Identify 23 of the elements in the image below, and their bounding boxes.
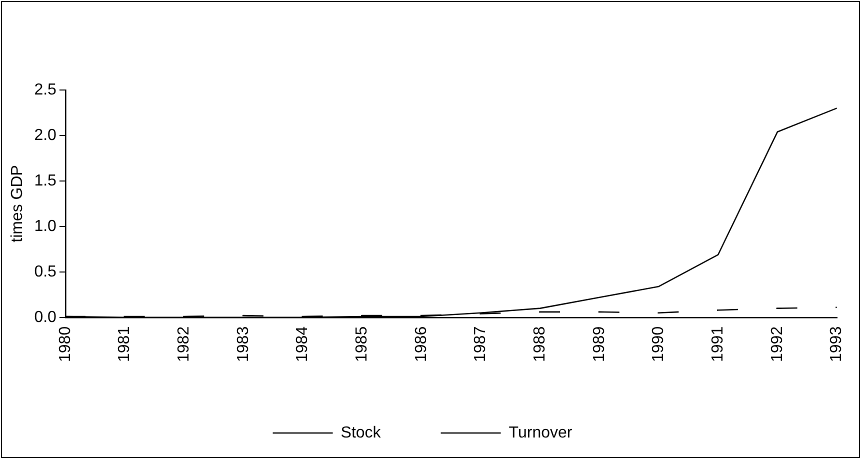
y-tick-label: 2.5 — [34, 81, 57, 98]
x-tick-label: 1989 — [590, 326, 608, 362]
y-tick-label: 0.5 — [34, 263, 57, 280]
x-tick-label: 1986 — [412, 326, 430, 362]
x-tick-label: 1984 — [294, 326, 312, 362]
x-tick-label: 1987 — [472, 326, 490, 362]
x-tick-label: 1985 — [354, 326, 371, 362]
x-tick-label: 1993 — [828, 326, 846, 362]
y-axis-title: times GDP — [9, 165, 26, 242]
legend-label: Turnover — [508, 424, 573, 442]
x-tick-label: 1981 — [116, 326, 134, 362]
y-tick-label: 1.0 — [34, 218, 57, 235]
y-tick-label: 1.5 — [34, 172, 57, 190]
x-tick-label: 1983 — [234, 326, 252, 362]
x-tick-label: 1991 — [710, 326, 727, 362]
x-tick-label: 1982 — [176, 326, 193, 362]
x-tick-label: 1988 — [532, 326, 549, 362]
x-tick-label: 1992 — [768, 326, 786, 362]
legend-label: Stock — [340, 424, 382, 442]
x-tick-label: 1990 — [650, 326, 668, 362]
x-tick-label: 1980 — [56, 326, 74, 362]
y-tick-label: 0.0 — [34, 308, 57, 326]
y-tick-label: 2.0 — [34, 126, 57, 144]
